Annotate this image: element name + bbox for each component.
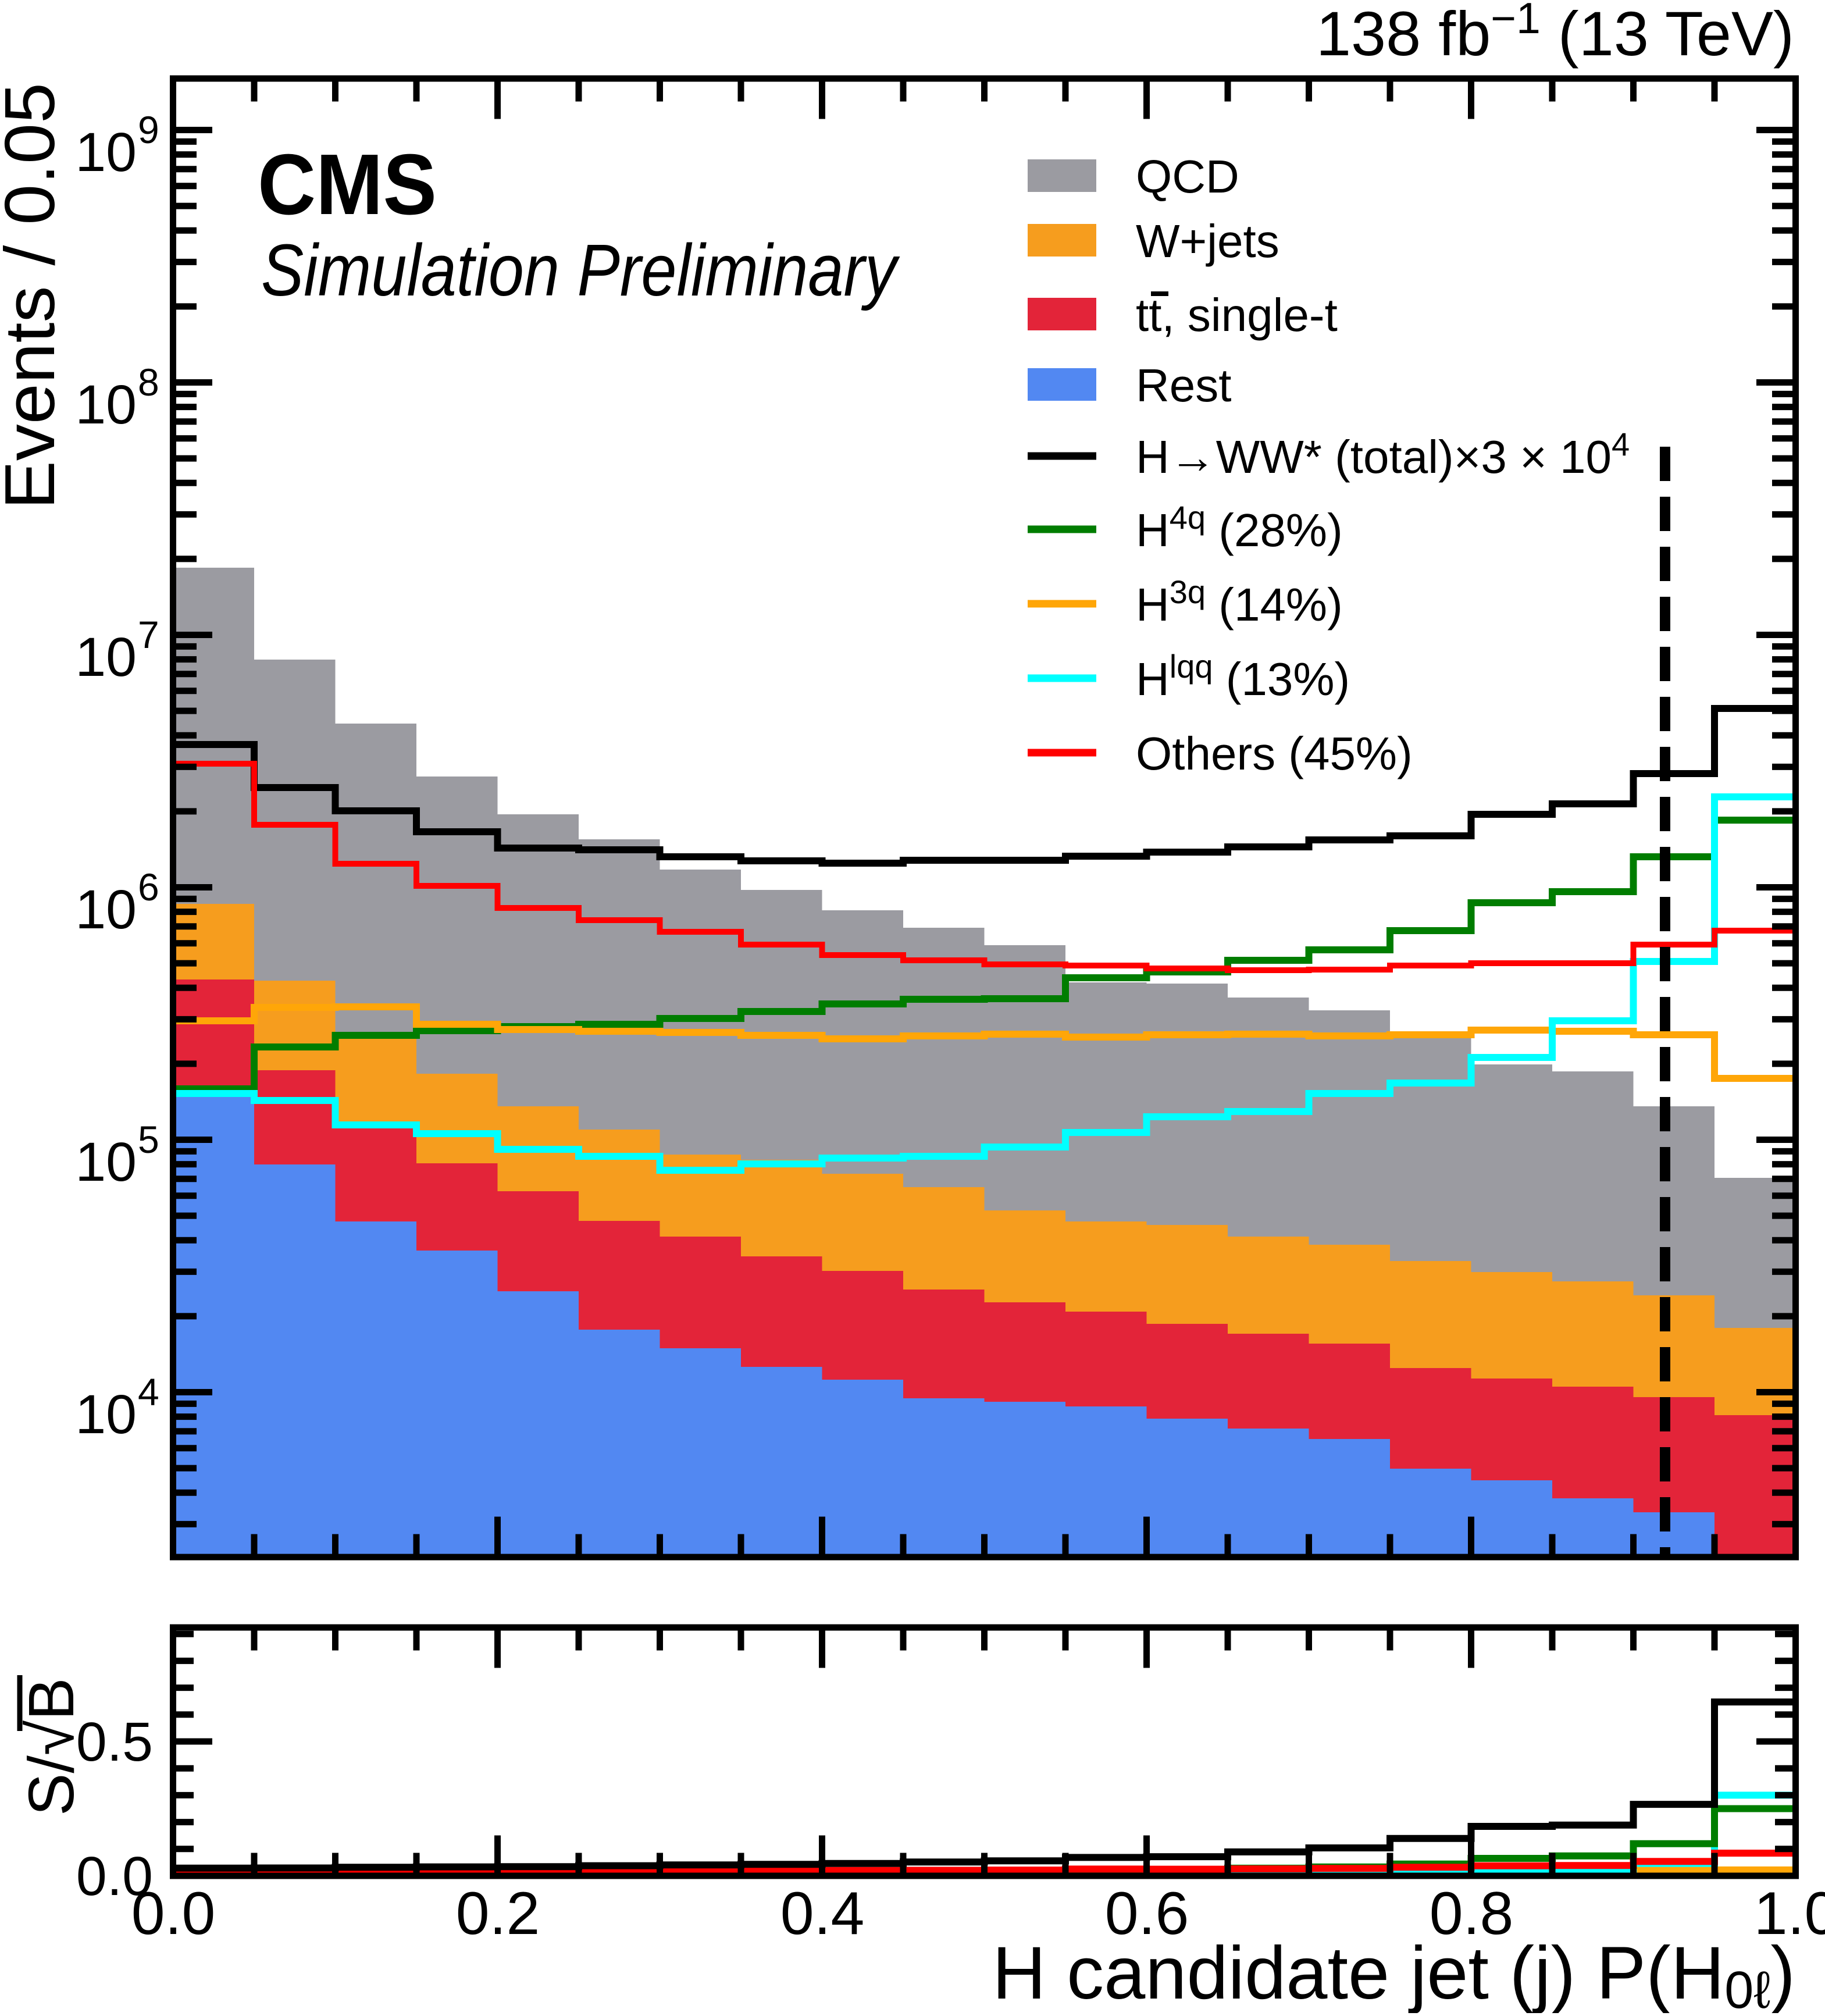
svg-text:10: 10 xyxy=(75,374,137,436)
svg-text:9: 9 xyxy=(138,108,159,151)
svg-text:8: 8 xyxy=(138,361,159,404)
svg-text:CMS: CMS xyxy=(258,137,437,233)
svg-text:0.0: 0.0 xyxy=(76,1846,153,1907)
svg-text:H candidate jet (j) P(H0ℓ): H candidate jet (j) P(H0ℓ) xyxy=(992,1932,1795,2013)
svg-text:Others (45%): Others (45%) xyxy=(1136,728,1413,779)
svg-text:7: 7 xyxy=(138,613,159,656)
svg-text:5: 5 xyxy=(138,1118,159,1161)
svg-text:QCD: QCD xyxy=(1136,151,1239,202)
svg-text:10: 10 xyxy=(75,1131,137,1193)
svg-text:Simulation Preliminary: Simulation Preliminary xyxy=(261,229,900,311)
svg-text:10: 10 xyxy=(75,626,137,688)
svg-text:H3q (14%): H3q (14%) xyxy=(1136,574,1343,631)
svg-text:4: 4 xyxy=(138,1370,159,1413)
svg-text:tt, single-t: tt, single-t xyxy=(1136,289,1338,341)
svg-text:0.6: 0.6 xyxy=(1105,1880,1189,1947)
svg-text:6: 6 xyxy=(138,865,159,909)
svg-text:10: 10 xyxy=(75,1384,137,1445)
svg-text:0.5: 0.5 xyxy=(76,1711,153,1773)
svg-text:0.8: 0.8 xyxy=(1430,1880,1514,1947)
svg-text:0.0: 0.0 xyxy=(131,1880,216,1947)
svg-text:Events / 0.05: Events / 0.05 xyxy=(0,83,69,510)
svg-text:10: 10 xyxy=(75,879,137,941)
svg-text:1.0: 1.0 xyxy=(1754,1880,1825,1947)
svg-text:H4q (28%): H4q (28%) xyxy=(1136,499,1343,556)
svg-text:S/√B: S/√B xyxy=(16,1677,87,1816)
svg-text:10: 10 xyxy=(75,122,137,183)
svg-text:Hlqq (13%): Hlqq (13%) xyxy=(1136,648,1350,705)
svg-text:W+jets: W+jets xyxy=(1136,215,1279,267)
svg-text:H→WW* (total)×3 × 104: H→WW* (total)×3 × 104 xyxy=(1136,426,1630,483)
svg-text:Rest: Rest xyxy=(1136,359,1232,411)
svg-text:138 fb−1 (13 TeV): 138 fb−1 (13 TeV) xyxy=(1316,0,1794,69)
svg-text:0.4: 0.4 xyxy=(780,1880,865,1947)
svg-text:0.2: 0.2 xyxy=(456,1880,540,1947)
